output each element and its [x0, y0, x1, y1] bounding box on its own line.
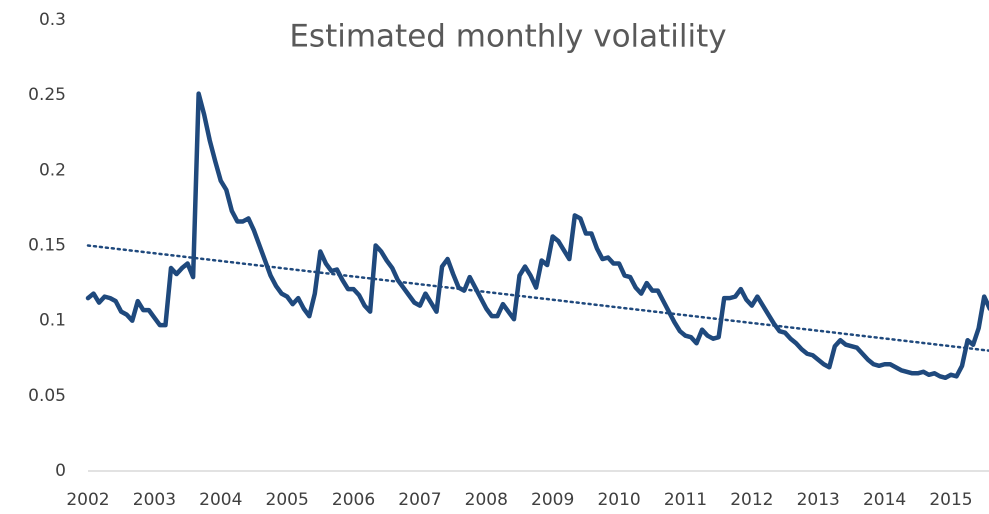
x-tick-label: 2004	[199, 490, 242, 510]
y-tick-label: 0.25	[28, 85, 66, 105]
series-line	[85, 91, 989, 381]
x-tick-label: 2015	[929, 490, 972, 510]
x-tick-label: 2009	[531, 490, 574, 510]
x-tick-label: 2010	[597, 490, 640, 510]
y-tick-label: 0.2	[39, 160, 66, 180]
x-tick-label: 2006	[332, 490, 375, 510]
x-tick-label: 2007	[398, 490, 441, 510]
trend-line	[86, 244, 989, 352]
x-tick-label: 2005	[266, 490, 309, 510]
x-tick-label: 2014	[863, 490, 906, 510]
x-tick-label: 2011	[664, 490, 707, 510]
x-tick-label: 2013	[797, 490, 840, 510]
y-tick-label: 0	[55, 461, 66, 481]
y-tick-label: 0.05	[28, 386, 66, 406]
x-tick-label: 2008	[465, 490, 508, 510]
y-tick-label: 0.15	[28, 236, 66, 256]
x-tick-label: 2012	[730, 490, 773, 510]
x-tick-label: 2002	[66, 490, 109, 510]
chart-title: Estimated monthly volatility	[289, 19, 726, 55]
x-tick-label: 2003	[133, 490, 176, 510]
y-tick-label: 0.3	[39, 10, 66, 30]
y-tick-label: 0.1	[39, 311, 66, 331]
